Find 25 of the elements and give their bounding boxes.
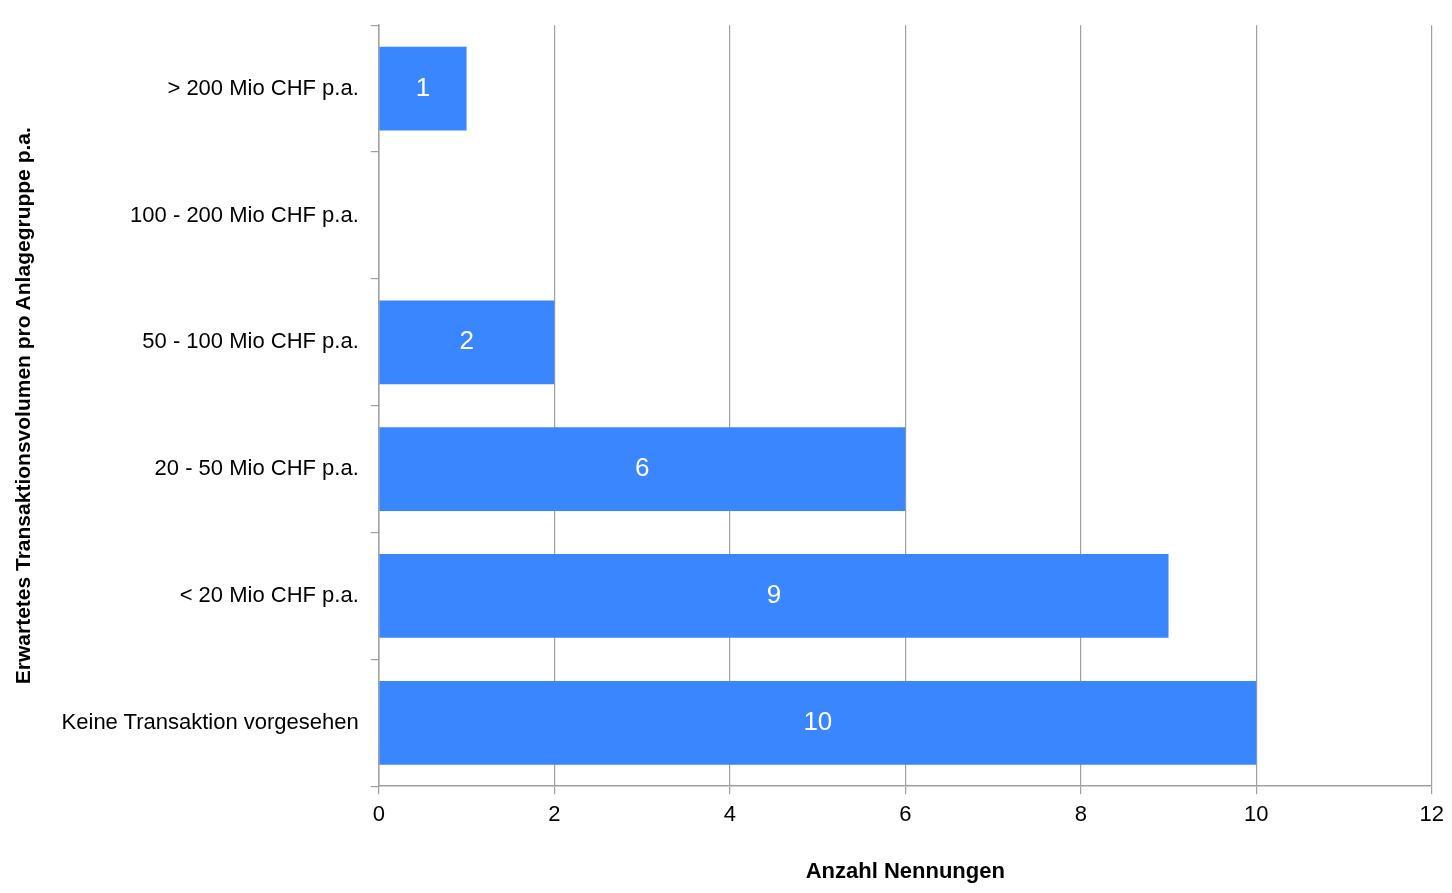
- x-axis-title: Anzahl Nennungen: [805, 857, 1005, 883]
- y-tick-label: 20 - 50 Mio CHF p.a.: [154, 455, 359, 481]
- x-tick-label: 4: [723, 801, 736, 827]
- bar: [379, 554, 1169, 638]
- y-tick-label: > 200 Mio CHF p.a.: [167, 74, 359, 100]
- y-tick-label: Keine Transaktion vorgesehen: [61, 708, 359, 734]
- x-tick-label: 0: [372, 801, 385, 827]
- bar: [379, 427, 906, 511]
- x-tick-label: 8: [1074, 801, 1087, 827]
- bar: [379, 46, 467, 131]
- y-tick-label: 50 - 100 Mio CHF p.a.: [142, 328, 359, 354]
- bar: [379, 300, 555, 385]
- x-tick-label: 2: [548, 801, 561, 827]
- x-tick-label: 6: [899, 801, 912, 827]
- bar: [379, 680, 1257, 765]
- data-label: 2: [459, 325, 475, 356]
- data-label: 10: [803, 705, 833, 736]
- y-tick-label: 100 - 200 Mio CHF p.a.: [130, 201, 359, 227]
- data-label: 6: [635, 452, 650, 483]
- data-label: 9: [766, 579, 782, 610]
- x-tick-label: 10: [1244, 801, 1269, 827]
- x-tick-label: 12: [1419, 801, 1445, 827]
- y-tick-label: < 20 Mio CHF p.a.: [179, 582, 359, 608]
- y-axis-title: Erwartetes Transaktionsvolumen pro Anlagegruppe p.a.: [11, 127, 35, 685]
- data-label: 1: [415, 71, 431, 102]
